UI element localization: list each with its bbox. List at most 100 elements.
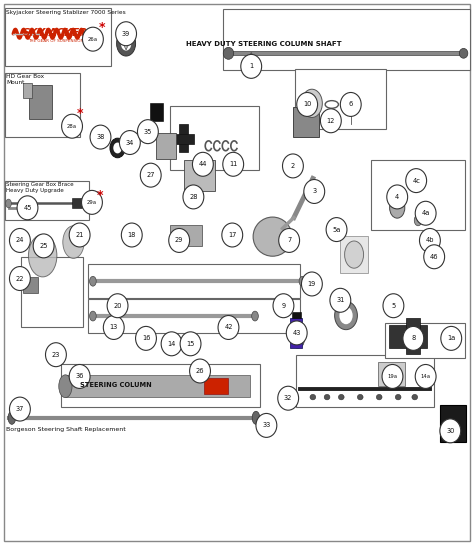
Text: *: * (76, 107, 83, 120)
Text: 22: 22 (16, 275, 24, 282)
Circle shape (273, 294, 294, 318)
Bar (184, 160, 215, 191)
Bar (179, 124, 188, 152)
Text: THE GEAR OF SUSPENSION: THE GEAR OF SUSPENSION (28, 39, 84, 43)
Bar (5, 181, 89, 220)
Bar (295, 69, 386, 129)
Circle shape (415, 364, 436, 388)
Text: 17: 17 (228, 232, 237, 238)
Circle shape (326, 218, 347, 242)
Text: 26: 26 (196, 368, 204, 374)
Text: 37: 37 (16, 406, 24, 412)
Text: 3: 3 (312, 188, 316, 195)
Circle shape (136, 326, 156, 350)
Ellipse shape (412, 394, 418, 400)
Circle shape (218, 316, 239, 339)
Ellipse shape (253, 217, 292, 256)
Ellipse shape (110, 138, 125, 158)
Text: *: * (96, 189, 103, 202)
Circle shape (340, 92, 361, 116)
Circle shape (46, 343, 66, 367)
Text: 29: 29 (175, 237, 183, 244)
Circle shape (82, 190, 102, 214)
Circle shape (241, 54, 262, 78)
Circle shape (137, 120, 158, 144)
Circle shape (440, 419, 461, 443)
Bar (223, 9, 470, 70)
Bar (21, 257, 83, 327)
Text: 2: 2 (291, 163, 295, 169)
Text: 14a: 14a (420, 374, 431, 379)
Circle shape (278, 386, 299, 410)
Text: 38: 38 (96, 134, 105, 140)
Circle shape (116, 22, 137, 46)
Circle shape (62, 114, 82, 138)
Circle shape (69, 223, 90, 247)
Circle shape (103, 316, 124, 339)
Ellipse shape (117, 31, 136, 56)
Text: 11: 11 (229, 161, 237, 168)
Bar (293, 107, 319, 137)
Text: 12: 12 (327, 118, 335, 124)
Ellipse shape (345, 241, 364, 268)
Circle shape (297, 92, 318, 116)
Circle shape (90, 125, 111, 149)
Circle shape (119, 131, 140, 154)
Text: *: * (99, 21, 105, 34)
Ellipse shape (335, 301, 357, 330)
Circle shape (441, 326, 462, 350)
Text: 18: 18 (128, 232, 136, 238)
Text: 28a: 28a (67, 123, 77, 129)
Text: 44: 44 (199, 161, 207, 168)
Circle shape (382, 364, 403, 388)
Circle shape (223, 152, 244, 176)
Text: 1: 1 (249, 63, 253, 70)
Circle shape (406, 169, 427, 193)
Circle shape (9, 228, 30, 252)
Bar (378, 362, 405, 386)
Ellipse shape (301, 89, 322, 118)
Text: 5a: 5a (332, 226, 341, 233)
Text: 16: 16 (142, 335, 150, 342)
Ellipse shape (459, 48, 468, 58)
Bar (292, 312, 301, 318)
Text: 4a: 4a (421, 210, 430, 217)
Ellipse shape (6, 199, 11, 208)
Text: 8: 8 (411, 335, 415, 342)
Text: HEAVY DUTY STEERING COLUMN SHAFT: HEAVY DUTY STEERING COLUMN SHAFT (186, 40, 341, 47)
Text: 7: 7 (287, 237, 291, 244)
Circle shape (330, 288, 351, 312)
Ellipse shape (414, 215, 422, 226)
Circle shape (9, 397, 30, 421)
Text: 39: 39 (122, 30, 130, 37)
Bar (23, 83, 32, 98)
Text: Skyjacker Steering Stablizer 7000 Series: Skyjacker Steering Stablizer 7000 Series (6, 10, 126, 15)
Circle shape (69, 364, 90, 388)
Circle shape (256, 413, 277, 437)
Bar (389, 325, 427, 348)
Text: 25: 25 (39, 243, 48, 249)
Circle shape (183, 185, 204, 209)
Bar (440, 405, 466, 442)
Text: 19: 19 (308, 281, 316, 287)
Ellipse shape (338, 394, 344, 400)
Ellipse shape (433, 254, 443, 267)
Text: Borgeson Steering Shaft Replacement: Borgeson Steering Shaft Replacement (6, 427, 126, 432)
Ellipse shape (310, 394, 316, 400)
Text: 5: 5 (392, 302, 395, 309)
Ellipse shape (12, 237, 17, 244)
Circle shape (222, 223, 243, 247)
Text: 24: 24 (16, 237, 24, 244)
Text: 27: 27 (146, 172, 155, 178)
Bar (150, 103, 163, 121)
Circle shape (82, 27, 103, 51)
Ellipse shape (306, 95, 318, 112)
Text: 20: 20 (113, 302, 122, 309)
Ellipse shape (376, 394, 382, 400)
Text: 21: 21 (75, 232, 84, 238)
Circle shape (33, 234, 54, 258)
Circle shape (190, 359, 210, 383)
Text: 45: 45 (23, 205, 32, 211)
Text: 42: 42 (224, 324, 233, 331)
Text: 36: 36 (75, 373, 84, 380)
